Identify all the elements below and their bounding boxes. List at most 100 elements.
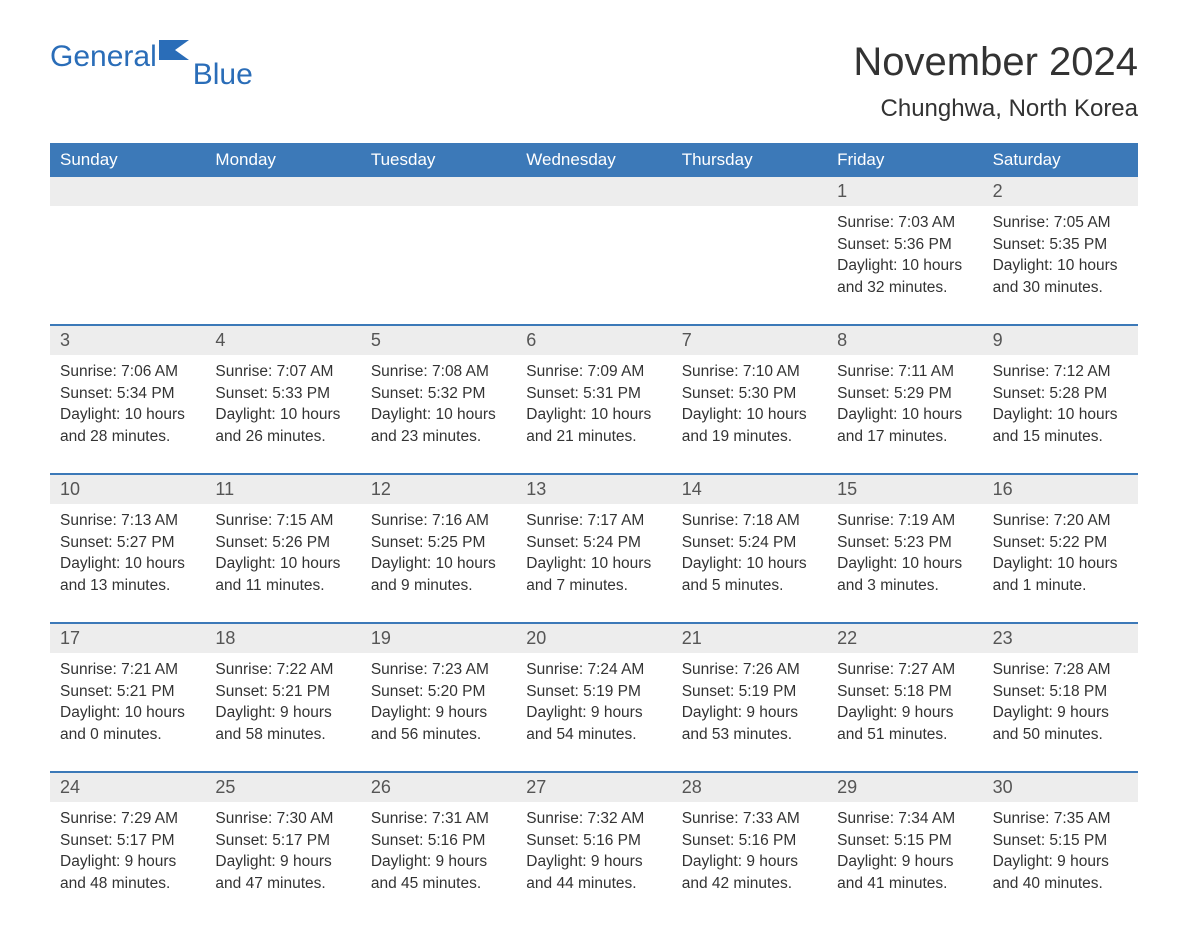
day-sunset: Sunset: 5:33 PM — [215, 383, 350, 405]
day-sunrise: Sunrise: 7:28 AM — [993, 659, 1128, 681]
day-sunrise: Sunrise: 7:12 AM — [993, 361, 1128, 383]
day-number: 13 — [516, 475, 671, 504]
day-number: 7 — [672, 326, 827, 355]
day-day2: and 17 minutes. — [837, 426, 972, 448]
day-sunrise: Sunrise: 7:34 AM — [837, 808, 972, 830]
day-sunset: Sunset: 5:21 PM — [60, 681, 195, 703]
day-number: 2 — [983, 177, 1138, 206]
day-number-row: 17181920212223 — [50, 624, 1138, 653]
day-cell: Sunrise: 7:26 AMSunset: 5:19 PMDaylight:… — [672, 653, 827, 753]
day-day1: Daylight: 9 hours — [215, 851, 350, 873]
day-cell: Sunrise: 7:10 AMSunset: 5:30 PMDaylight:… — [672, 355, 827, 455]
day-cell — [50, 206, 205, 306]
day-day2: and 54 minutes. — [526, 724, 661, 746]
day-cell: Sunrise: 7:21 AMSunset: 5:21 PMDaylight:… — [50, 653, 205, 753]
day-cell: Sunrise: 7:07 AMSunset: 5:33 PMDaylight:… — [205, 355, 360, 455]
day-cell: Sunrise: 7:08 AMSunset: 5:32 PMDaylight:… — [361, 355, 516, 455]
day-cell: Sunrise: 7:20 AMSunset: 5:22 PMDaylight:… — [983, 504, 1138, 604]
calendar-week: 10111213141516Sunrise: 7:13 AMSunset: 5:… — [50, 473, 1138, 604]
day-sunset: Sunset: 5:35 PM — [993, 234, 1128, 256]
day-number: 5 — [361, 326, 516, 355]
day-day1: Daylight: 10 hours — [371, 553, 506, 575]
day-sunset: Sunset: 5:16 PM — [682, 830, 817, 852]
day-day1: Daylight: 9 hours — [526, 851, 661, 873]
day-day1: Daylight: 10 hours — [60, 553, 195, 575]
day-sunset: Sunset: 5:15 PM — [837, 830, 972, 852]
day-cell: Sunrise: 7:31 AMSunset: 5:16 PMDaylight:… — [361, 802, 516, 902]
day-day2: and 47 minutes. — [215, 873, 350, 895]
day-day1: Daylight: 9 hours — [60, 851, 195, 873]
day-number: 26 — [361, 773, 516, 802]
day-cell — [361, 206, 516, 306]
day-sunrise: Sunrise: 7:26 AM — [682, 659, 817, 681]
day-sunrise: Sunrise: 7:17 AM — [526, 510, 661, 532]
day-day1: Daylight: 10 hours — [993, 553, 1128, 575]
day-cell: Sunrise: 7:13 AMSunset: 5:27 PMDaylight:… — [50, 504, 205, 604]
day-day1: Daylight: 9 hours — [993, 702, 1128, 724]
day-day1: Daylight: 9 hours — [682, 702, 817, 724]
day-sunset: Sunset: 5:25 PM — [371, 532, 506, 554]
day-number: 18 — [205, 624, 360, 653]
day-sunset: Sunset: 5:21 PM — [215, 681, 350, 703]
day-day2: and 5 minutes. — [682, 575, 817, 597]
day-cell: Sunrise: 7:33 AMSunset: 5:16 PMDaylight:… — [672, 802, 827, 902]
day-sunset: Sunset: 5:24 PM — [682, 532, 817, 554]
day-day2: and 42 minutes. — [682, 873, 817, 895]
day-day1: Daylight: 10 hours — [60, 702, 195, 724]
logo-text-2: Blue — [193, 58, 253, 92]
day-sunrise: Sunrise: 7:33 AM — [682, 808, 817, 830]
day-number: 28 — [672, 773, 827, 802]
day-cell: Sunrise: 7:03 AMSunset: 5:36 PMDaylight:… — [827, 206, 982, 306]
day-sunrise: Sunrise: 7:24 AM — [526, 659, 661, 681]
day-cell: Sunrise: 7:11 AMSunset: 5:29 PMDaylight:… — [827, 355, 982, 455]
day-number-row: 12 — [50, 177, 1138, 206]
day-number — [361, 177, 516, 206]
day-day2: and 41 minutes. — [837, 873, 972, 895]
day-day2: and 15 minutes. — [993, 426, 1128, 448]
day-sunset: Sunset: 5:27 PM — [60, 532, 195, 554]
day-number — [516, 177, 671, 206]
day-cell — [205, 206, 360, 306]
logo-text-1: General — [50, 40, 157, 74]
day-cell: Sunrise: 7:05 AMSunset: 5:35 PMDaylight:… — [983, 206, 1138, 306]
day-sunrise: Sunrise: 7:03 AM — [837, 212, 972, 234]
day-sunrise: Sunrise: 7:10 AM — [682, 361, 817, 383]
day-sunrise: Sunrise: 7:19 AM — [837, 510, 972, 532]
day-sunset: Sunset: 5:19 PM — [682, 681, 817, 703]
day-day2: and 44 minutes. — [526, 873, 661, 895]
day-number-row: 10111213141516 — [50, 475, 1138, 504]
day-day2: and 30 minutes. — [993, 277, 1128, 299]
day-day2: and 23 minutes. — [371, 426, 506, 448]
day-number: 19 — [361, 624, 516, 653]
day-sunset: Sunset: 5:15 PM — [993, 830, 1128, 852]
day-sunrise: Sunrise: 7:07 AM — [215, 361, 350, 383]
day-number: 8 — [827, 326, 982, 355]
calendar-week: 17181920212223Sunrise: 7:21 AMSunset: 5:… — [50, 622, 1138, 753]
day-sunrise: Sunrise: 7:32 AM — [526, 808, 661, 830]
day-day1: Daylight: 10 hours — [682, 404, 817, 426]
day-sunset: Sunset: 5:31 PM — [526, 383, 661, 405]
weekday-header: Thursday — [672, 143, 827, 177]
day-day2: and 48 minutes. — [60, 873, 195, 895]
day-sunset: Sunset: 5:16 PM — [371, 830, 506, 852]
day-number: 14 — [672, 475, 827, 504]
day-sunrise: Sunrise: 7:27 AM — [837, 659, 972, 681]
day-day1: Daylight: 10 hours — [60, 404, 195, 426]
flag-icon — [159, 38, 193, 65]
day-number: 4 — [205, 326, 360, 355]
day-cell: Sunrise: 7:16 AMSunset: 5:25 PMDaylight:… — [361, 504, 516, 604]
day-sunset: Sunset: 5:28 PM — [993, 383, 1128, 405]
day-sunrise: Sunrise: 7:11 AM — [837, 361, 972, 383]
day-cell: Sunrise: 7:27 AMSunset: 5:18 PMDaylight:… — [827, 653, 982, 753]
day-sunset: Sunset: 5:17 PM — [60, 830, 195, 852]
day-number — [672, 177, 827, 206]
day-day2: and 50 minutes. — [993, 724, 1128, 746]
day-sunrise: Sunrise: 7:13 AM — [60, 510, 195, 532]
day-sunrise: Sunrise: 7:35 AM — [993, 808, 1128, 830]
day-cell: Sunrise: 7:15 AMSunset: 5:26 PMDaylight:… — [205, 504, 360, 604]
day-sunset: Sunset: 5:17 PM — [215, 830, 350, 852]
day-day1: Daylight: 10 hours — [993, 404, 1128, 426]
day-sunset: Sunset: 5:24 PM — [526, 532, 661, 554]
day-day1: Daylight: 10 hours — [837, 255, 972, 277]
day-number: 20 — [516, 624, 671, 653]
